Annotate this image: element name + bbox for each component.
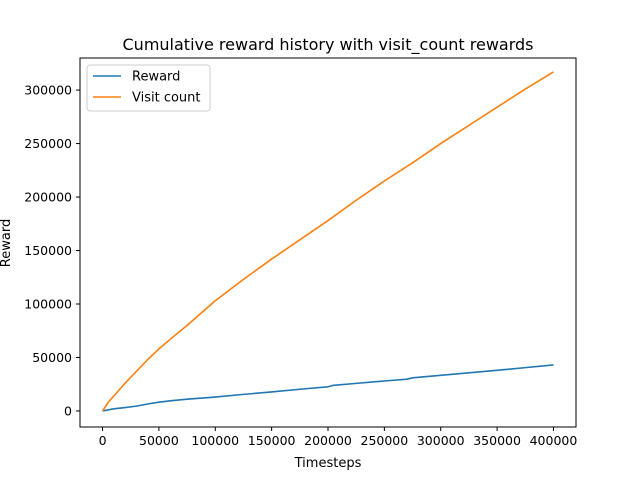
x-tick-label: 50000 bbox=[139, 433, 179, 448]
x-tick-label: 400000 bbox=[530, 433, 578, 448]
y-axis: 0 50000 100000 150000 200000 250000 300000 bbox=[24, 83, 80, 418]
x-axis-label: Timesteps bbox=[294, 456, 362, 471]
series-line-visit-count bbox=[101, 71, 554, 412]
y-axis-label: Reward bbox=[0, 219, 14, 267]
y-tick-label: 250000 bbox=[24, 136, 72, 151]
x-tick-label: 200000 bbox=[304, 433, 352, 448]
x-tick-label: 250000 bbox=[361, 433, 409, 448]
chart-title: Cumulative reward history with visit_cou… bbox=[123, 35, 534, 55]
series-layer bbox=[101, 71, 554, 412]
y-tick-label: 150000 bbox=[24, 243, 72, 258]
y-tick-label: 200000 bbox=[24, 190, 72, 205]
series-line-reward bbox=[102, 364, 554, 412]
x-tick-label: 0 bbox=[99, 433, 107, 448]
y-tick-label: 100000 bbox=[24, 297, 72, 312]
legend-label-visit-count: Visit count bbox=[132, 91, 201, 106]
y-tick-label: 50000 bbox=[32, 350, 72, 365]
legend: Reward Visit count bbox=[86, 64, 211, 112]
legend-label-reward: Reward bbox=[132, 70, 180, 85]
y-tick-label: 0 bbox=[64, 403, 72, 418]
x-tick-label: 100000 bbox=[191, 433, 239, 448]
x-tick-label: 300000 bbox=[417, 433, 465, 448]
y-tick-label: 300000 bbox=[24, 83, 72, 98]
x-axis: 0 50000 100000 150000 200000 250000 300000 3500… bbox=[99, 427, 578, 448]
x-tick-label: 350000 bbox=[473, 433, 521, 448]
x-tick-label: 150000 bbox=[248, 433, 296, 448]
